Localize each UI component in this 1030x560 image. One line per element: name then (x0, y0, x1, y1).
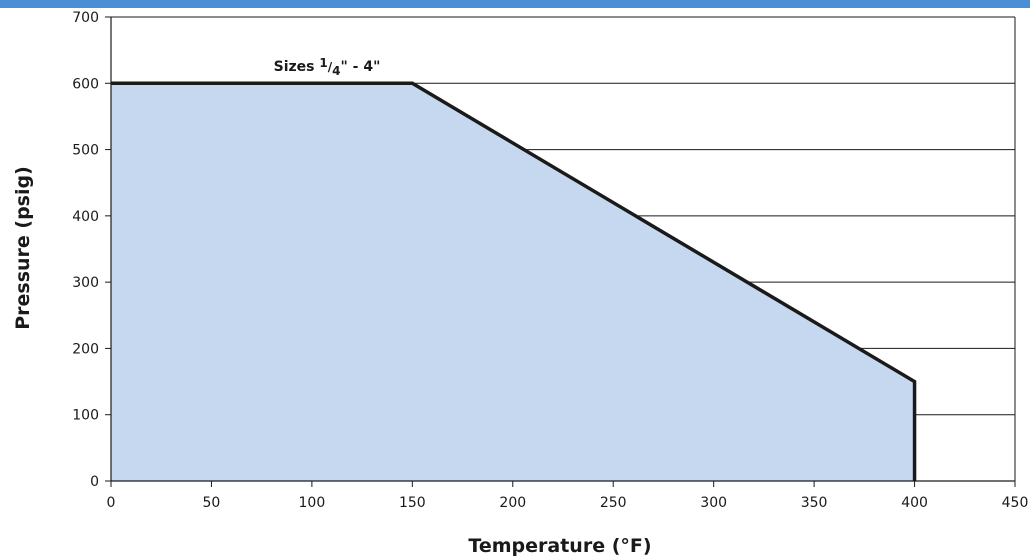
size-annotation: Sizes 1/4" - 4" (274, 56, 381, 78)
axes (110, 17, 1016, 482)
x-tick-label-200: 200 (499, 495, 526, 511)
x-tick-label-250: 250 (600, 495, 627, 511)
y-tick-label-0: 0 (90, 474, 99, 490)
y-tick-label-300: 300 (72, 275, 99, 291)
series-area-fill (111, 83, 915, 482)
y-tick-label-700: 700 (72, 10, 99, 26)
y-tick-label-200: 200 (72, 341, 99, 357)
top-accent-bar (0, 0, 1030, 8)
series-line (111, 81, 917, 481)
x-tick-label-50: 50 (203, 495, 221, 511)
x-tick-label-400: 400 (901, 495, 928, 511)
y-tick-label-600: 600 (72, 76, 99, 92)
y-tick-label-500: 500 (72, 143, 99, 159)
x-tick-label-0: 0 (107, 495, 116, 511)
x-axis-title: Temperature (°F) (468, 535, 651, 557)
y-tick-label-100: 100 (72, 408, 99, 424)
x-tick-label-450: 450 (1002, 495, 1029, 511)
tick-labels: 0 100 200 300 400 500 600 700 0 50 100 150 200 250 300… (72, 10, 1028, 511)
data-area (111, 81, 917, 482)
x-tick-label-100: 100 (299, 495, 326, 511)
x-tick-label-300: 300 (700, 495, 727, 511)
y-tick-label-400: 400 (72, 209, 99, 225)
x-tick-label-150: 150 (399, 495, 426, 511)
x-tick-label-350: 350 (801, 495, 828, 511)
y-axis-title: Pressure (psig) (12, 166, 34, 330)
